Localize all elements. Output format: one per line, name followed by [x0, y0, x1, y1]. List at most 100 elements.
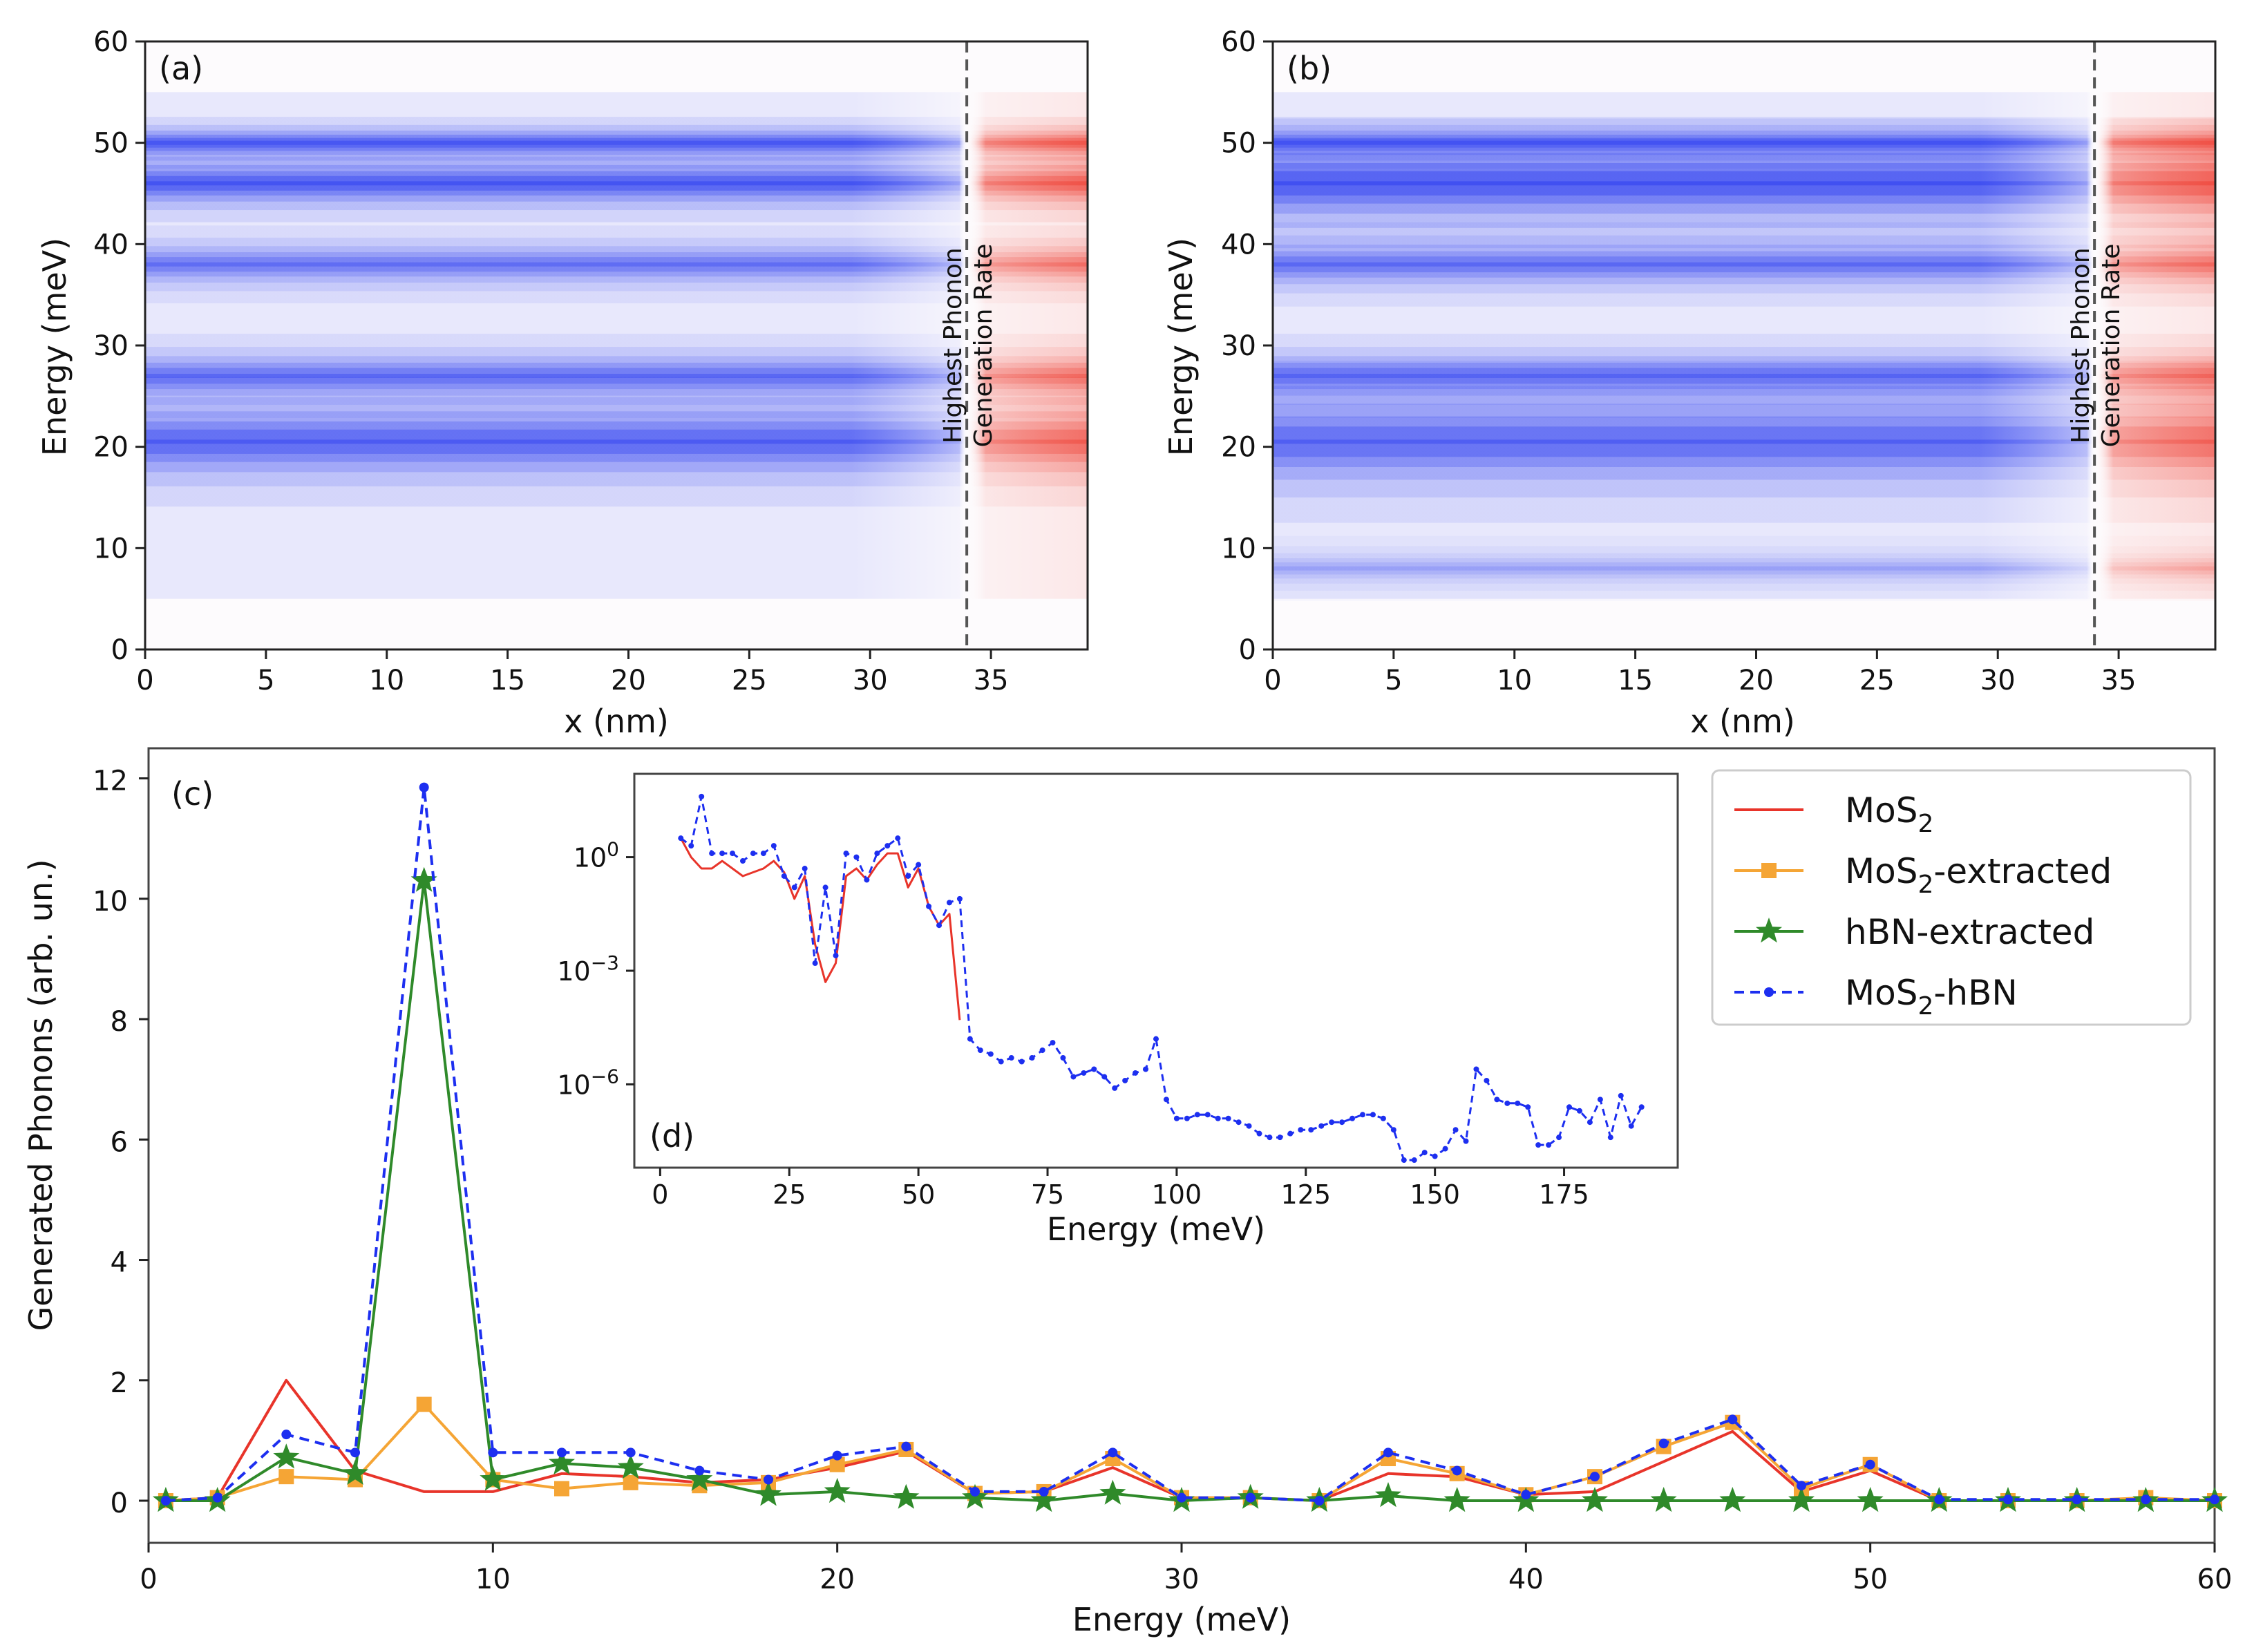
data-point: [730, 851, 736, 857]
data-point: [1173, 1115, 1180, 1121]
data-point: [1628, 1123, 1634, 1129]
y-tick-label: 12: [93, 766, 128, 797]
data-point: [1039, 1486, 1049, 1497]
data-point: [419, 782, 429, 792]
y-tick-label: 50: [1221, 128, 1256, 160]
legend-label: MoS2-hBN: [1845, 973, 2018, 1020]
y-tick-label: 10−6: [557, 1065, 619, 1100]
data-point: [1421, 1150, 1428, 1156]
data-point: [926, 903, 932, 909]
panel-b-heatmap: 0 5 10 15 20 25 30 35 0 10 20 30 40 50 60 Highest Pho…: [1162, 26, 2217, 740]
data-point: [1225, 1115, 1231, 1121]
y-tick-label: 40: [1221, 229, 1256, 260]
data-point: [719, 851, 726, 857]
data-point: [956, 895, 963, 902]
y-tick-label: 60: [1221, 26, 1256, 58]
data-point: [1133, 1070, 1139, 1076]
data-point: [755, 1481, 782, 1506]
y-axis-label: Energy (meV): [1162, 238, 1200, 456]
x-tick-label: 175: [1539, 1179, 1589, 1210]
data-point: [893, 1483, 920, 1509]
data-point: [694, 1465, 705, 1476]
data-point: [1339, 1119, 1345, 1126]
x-tick-label: 125: [1281, 1179, 1332, 1210]
data-point: [1432, 1153, 1438, 1159]
data-point: [1658, 1439, 1669, 1449]
data-point: [699, 793, 705, 799]
data-point: [1473, 1066, 1479, 1072]
x-tick-label: 25: [732, 665, 767, 696]
data-point: [410, 866, 437, 892]
y-tick-label: 10: [93, 886, 128, 918]
x-tick-label: 10: [1497, 665, 1532, 696]
data-point: [212, 1492, 222, 1503]
data-point: [1865, 1459, 1875, 1470]
data-point: [1245, 1492, 1256, 1503]
boundary-label-line-1: Highest Phonon: [939, 247, 967, 443]
data-point: [686, 1465, 713, 1491]
data-point: [1318, 1123, 1325, 1129]
data-point: [480, 1465, 506, 1491]
y-tick-label: 60: [93, 26, 129, 58]
data-point: [1590, 1472, 1600, 1482]
panel-label-b: (b): [1287, 50, 1332, 87]
data-point: [1452, 1127, 1459, 1133]
data-point: [812, 960, 818, 967]
data-point: [1546, 1142, 1552, 1148]
heatmap-band-2-core: [145, 439, 1088, 444]
data-point: [1308, 1127, 1314, 1133]
data-point: [1287, 1130, 1294, 1137]
data-point: [1535, 1142, 1542, 1148]
data-point: [1256, 1130, 1262, 1137]
x-tick-label: 20: [1739, 665, 1774, 696]
data-point: [864, 877, 870, 883]
y-tick-label: 30: [93, 330, 129, 362]
data-point: [2072, 1494, 2082, 1505]
data-point: [802, 866, 808, 872]
data-point: [916, 862, 922, 868]
panel-label-c: (c): [171, 775, 214, 813]
data-point: [781, 873, 787, 879]
y-tick-label: 40: [93, 229, 129, 260]
data-point: [554, 1481, 569, 1497]
data-point: [1650, 1487, 1677, 1512]
data-point: [1070, 1074, 1077, 1080]
data-point: [709, 851, 715, 857]
data-point: [1618, 1092, 1624, 1099]
x-tick-label: 25: [1859, 665, 1895, 696]
data-point: [1349, 1115, 1356, 1121]
data-point: [1099, 1479, 1126, 1505]
heatmap-band-1-core: [1273, 140, 2215, 145]
data-point: [1788, 1487, 1815, 1512]
y-tick-label: 50: [93, 128, 129, 160]
data-point: [1177, 1492, 1186, 1503]
data-point: [998, 1058, 1004, 1065]
x-tick-label: 0: [136, 665, 153, 696]
data-point: [1638, 1104, 1645, 1110]
heatmap-band-3-core: [1273, 374, 2215, 378]
x-axis-label: x (nm): [1690, 703, 1795, 740]
data-point: [1101, 1074, 1108, 1080]
data-point: [843, 851, 849, 857]
data-point: [895, 835, 901, 842]
data-point: [1029, 1055, 1035, 1061]
data-point: [1443, 1487, 1470, 1512]
series-line: [680, 795, 1643, 1161]
data-point: [1452, 1465, 1462, 1476]
legend-swatch-marker: [1756, 918, 1782, 943]
data-point: [488, 1447, 498, 1458]
heatmap-band-0-core: [1273, 181, 2215, 186]
x-tick-label: 150: [1410, 1179, 1460, 1210]
data-point: [1525, 1104, 1531, 1110]
data-point: [281, 1430, 292, 1440]
boundary-label-line-2: Generation Rate: [2097, 244, 2125, 448]
data-point: [874, 851, 880, 857]
legend-label: MoS2-extracted: [1845, 851, 2112, 899]
y-tick-label: 0: [1239, 634, 1256, 666]
data-point: [1184, 1115, 1190, 1121]
data-point: [970, 1486, 980, 1497]
data-point: [1039, 1047, 1045, 1054]
y-tick-label: 10−3: [557, 951, 619, 987]
data-point: [901, 1441, 911, 1452]
